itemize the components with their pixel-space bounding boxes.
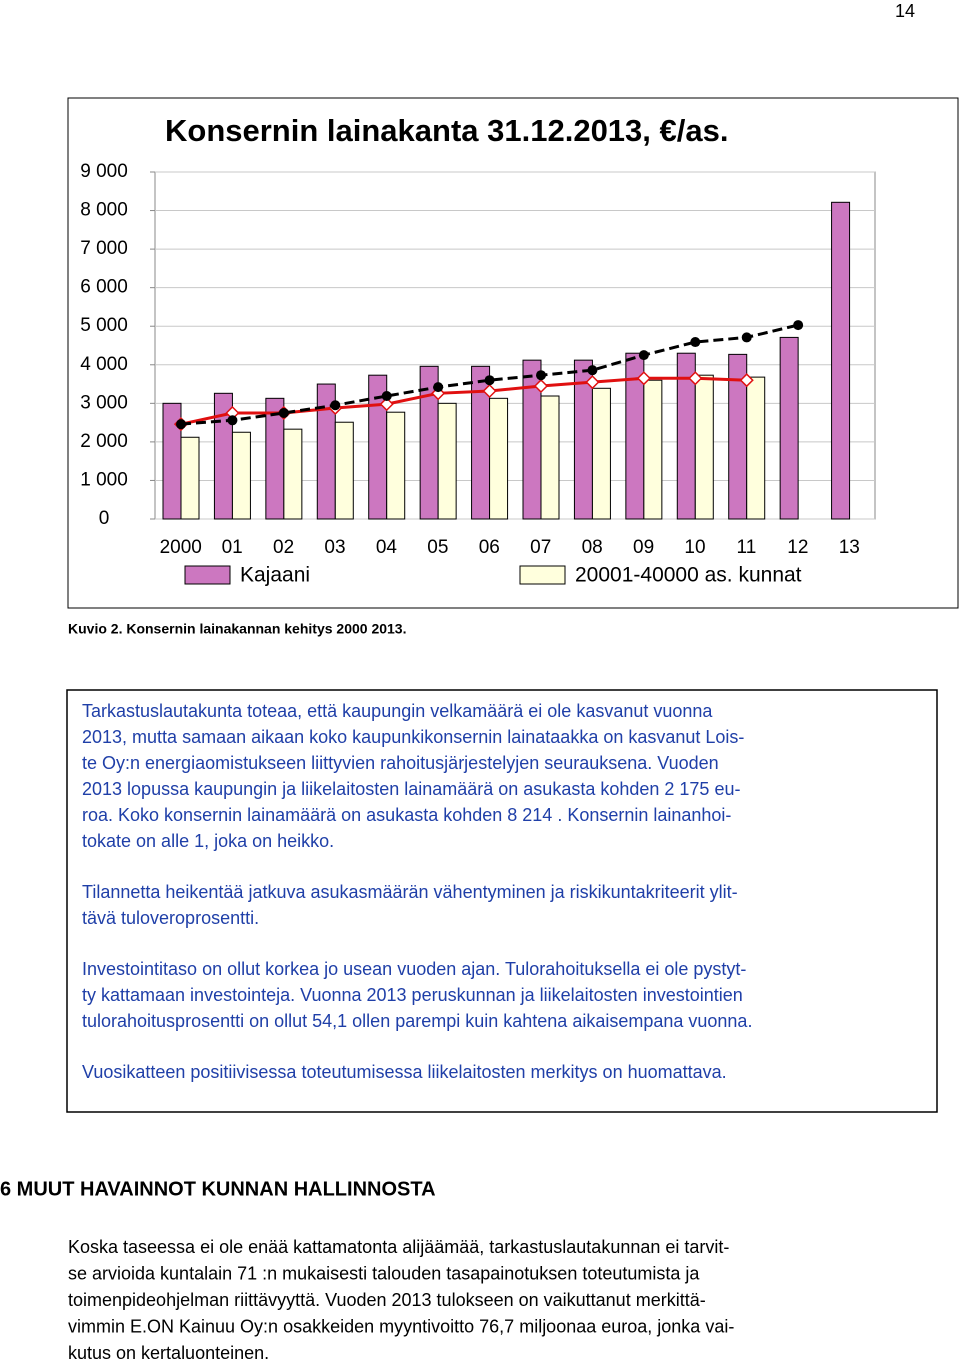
bar (746, 376, 766, 520)
y-tick-label: 6 000 (80, 277, 128, 298)
marker (330, 400, 341, 411)
bar (386, 411, 406, 520)
x-tick-label: 2000 (160, 537, 202, 558)
x-tick-label: 04 (376, 537, 398, 558)
body-text: se arvioida kuntalain 71 :n mukaisesti t… (68, 1263, 700, 1283)
x-tick-label: 03 (324, 537, 345, 558)
bar (694, 374, 714, 520)
x-tick-label: 11 (737, 537, 757, 558)
x-tick-label: 02 (273, 537, 294, 558)
y-tick-label: 2 000 (80, 431, 128, 452)
marker (381, 391, 392, 402)
marker (690, 337, 701, 348)
section-heading: 6 MUUT HAVAINNOT KUNNAN HALLINNOSTA (0, 1178, 436, 1200)
chart-title: Konsernin lainakanta 31.12.2013, €/as. (165, 113, 728, 148)
marker (739, 373, 754, 388)
y-tick-label: 1 000 (80, 469, 128, 490)
bar (334, 421, 354, 520)
x-tick-label: 06 (479, 537, 500, 558)
x-tick-label: 07 (530, 537, 551, 558)
marker (278, 407, 289, 418)
bar (643, 379, 663, 520)
bar (831, 201, 851, 520)
x-tick-label: 05 (427, 537, 448, 558)
y-tick-label: 0 (99, 508, 110, 529)
box-text: tokate on alle 1, joka on heikko. (82, 831, 334, 851)
body-text: vimmin E.ON Kainuu Oy:n osakkeiden myynt… (68, 1316, 734, 1336)
marker (793, 320, 804, 331)
marker (688, 371, 703, 386)
plot-area (154, 171, 876, 520)
bar (591, 387, 611, 520)
y-tick-label: 5 000 (80, 315, 128, 336)
box-text: roa. Koko konsernin lainamäärä on asukas… (82, 805, 731, 825)
box-text: te Oy:n energiaomistukseen liittyvien ra… (82, 753, 719, 773)
x-tick-label: 13 (839, 537, 860, 558)
marker (638, 350, 649, 361)
marker (484, 375, 495, 386)
caption: Kuvio 2. Konsernin lainakannan kehitys 2… (68, 621, 406, 637)
bar (283, 428, 303, 520)
page-number: 14 (895, 1, 915, 21)
legend-label: 20001-40000 as. kunnat (575, 564, 802, 587)
marker (482, 383, 497, 399)
marker (227, 415, 238, 426)
box-text: Tarkastuslautakunta toteaa, että kaupung… (82, 701, 713, 721)
y-tick-label: 4 000 (80, 354, 128, 375)
legend-swatch (184, 565, 231, 585)
y-tick-label: 9 000 (80, 161, 128, 182)
marker (379, 397, 394, 412)
body-text: toimenpideohjelman riittävyyttä. Vuoden … (68, 1290, 706, 1310)
marker (533, 378, 549, 394)
bar (180, 436, 200, 520)
box-text: ty kattamaan investointeja. Vuonna 2013 … (82, 985, 743, 1005)
marker (176, 419, 186, 430)
bar (540, 395, 560, 520)
marker (433, 382, 444, 393)
bar (231, 431, 251, 520)
body-text: Koska taseessa ei ole enää kattamatonta … (68, 1237, 729, 1257)
text-box (66, 689, 938, 1113)
y-tick-label: 3 000 (80, 392, 128, 413)
marker (585, 375, 600, 390)
box-text: tävä tuloveroprosentti. (82, 908, 259, 928)
y-tick-label: 8 000 (80, 200, 128, 221)
x-tick-label: 08 (582, 537, 603, 558)
box-text: Vuosikatteen positiivisessa toteutumises… (82, 1062, 727, 1082)
x-tick-label: 12 (787, 537, 808, 558)
bar (779, 336, 799, 520)
y-tick-label: 7 000 (80, 238, 128, 259)
marker (536, 370, 546, 381)
marker (636, 371, 651, 386)
box-text: 2013 lopussa kaupungin ja liikelaitosten… (82, 779, 740, 799)
marker (587, 365, 598, 376)
box-text: tulorahoitusprosentti on ollut 54,1 olle… (82, 1011, 752, 1031)
box-text: Tilannetta heikentää jatkuva asukasmäärä… (82, 882, 738, 902)
bar (489, 397, 509, 520)
x-tick-label: 09 (633, 537, 654, 558)
marker (741, 332, 752, 343)
x-tick-label: 10 (684, 537, 705, 558)
legend-label: Kajaani (240, 564, 310, 587)
bar (437, 402, 457, 520)
x-tick-label: 01 (222, 537, 243, 558)
body-text: kutus on kertaluonteinen. (68, 1343, 269, 1361)
box-text: 2013, mutta samaan aikaan koko kaupunkik… (82, 727, 744, 747)
legend-swatch (519, 565, 566, 585)
box-text: Investointitaso on ollut korkea jo usean… (82, 959, 746, 979)
